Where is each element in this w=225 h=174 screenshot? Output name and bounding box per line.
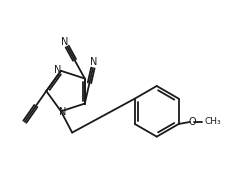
Text: N: N: [53, 65, 61, 75]
Text: O: O: [188, 117, 195, 127]
Text: CH₃: CH₃: [204, 117, 220, 126]
Text: N: N: [90, 57, 97, 68]
Text: N: N: [59, 107, 66, 117]
Text: N: N: [61, 37, 68, 47]
